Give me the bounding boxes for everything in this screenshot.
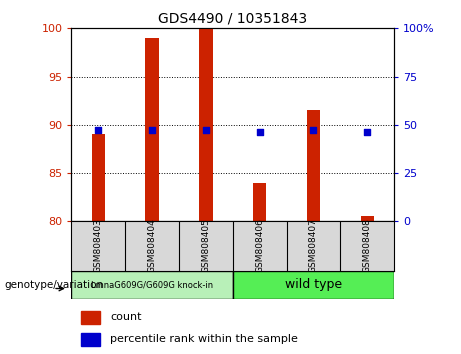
Text: GSM808407: GSM808407 <box>309 218 318 274</box>
Text: genotype/variation: genotype/variation <box>5 280 104 290</box>
Point <box>202 127 210 132</box>
Title: GDS4490 / 10351843: GDS4490 / 10351843 <box>158 12 307 26</box>
Bar <box>145 38 159 221</box>
Point <box>256 129 263 135</box>
Text: GSM808404: GSM808404 <box>148 219 157 273</box>
Text: GSM808408: GSM808408 <box>363 218 372 274</box>
Text: GSM808403: GSM808403 <box>94 218 103 274</box>
Bar <box>71 271 233 299</box>
Text: GSM808405: GSM808405 <box>201 218 210 274</box>
Point <box>310 127 317 132</box>
Text: wild type: wild type <box>285 279 342 291</box>
Point <box>148 127 156 132</box>
Text: percentile rank within the sample: percentile rank within the sample <box>110 335 298 344</box>
Bar <box>81 333 100 346</box>
Point <box>95 127 102 132</box>
Text: GSM808406: GSM808406 <box>255 218 264 274</box>
Bar <box>361 216 374 221</box>
Text: LmnaG609G/G609G knock-in: LmnaG609G/G609G knock-in <box>91 280 213 290</box>
Bar <box>92 135 105 221</box>
Text: count: count <box>110 312 142 322</box>
Point <box>364 129 371 135</box>
Bar <box>199 28 213 221</box>
Bar <box>233 271 394 299</box>
Bar <box>81 311 100 324</box>
Bar <box>253 183 266 221</box>
Bar <box>307 110 320 221</box>
